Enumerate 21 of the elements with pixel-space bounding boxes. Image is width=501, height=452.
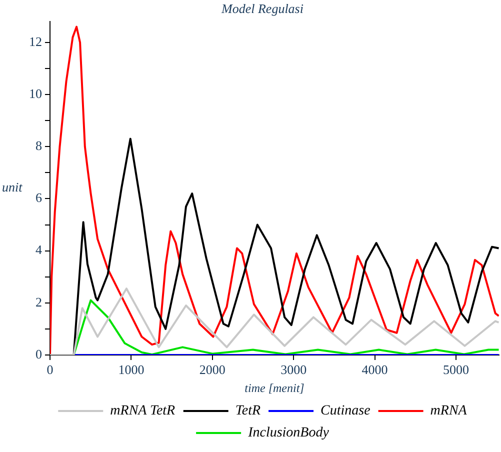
y-tick-label: 8 — [36, 138, 42, 154]
x-tick-label: 1000 — [118, 362, 144, 378]
legend-label: InclusionBody — [247, 426, 330, 441]
x-axis-title: time [menit] — [244, 380, 305, 395]
y-tick-label: 4 — [36, 242, 42, 258]
y-tick-label: 0 — [36, 346, 42, 362]
legend-label: TetR — [235, 404, 261, 419]
y-tick-label: 10 — [29, 86, 42, 101]
x-tick-label: 2000 — [199, 362, 226, 378]
y-tick-label: 2 — [36, 294, 42, 310]
chart-title: Model Regulasi — [220, 1, 304, 16]
legend-label: mRNA TetR — [110, 404, 176, 419]
x-tick-label: 5000 — [442, 362, 469, 378]
x-tick-label: 3000 — [280, 362, 307, 378]
y-tick-label: 6 — [36, 190, 42, 206]
legend-label: Cutinase — [320, 404, 370, 419]
y-tick-label: 12 — [29, 34, 42, 49]
x-tick-label: 4000 — [362, 362, 388, 378]
legend-label: mRNA — [430, 404, 468, 419]
y-axis-title: unit — [2, 180, 23, 195]
x-tick-label: 0 — [46, 362, 54, 378]
